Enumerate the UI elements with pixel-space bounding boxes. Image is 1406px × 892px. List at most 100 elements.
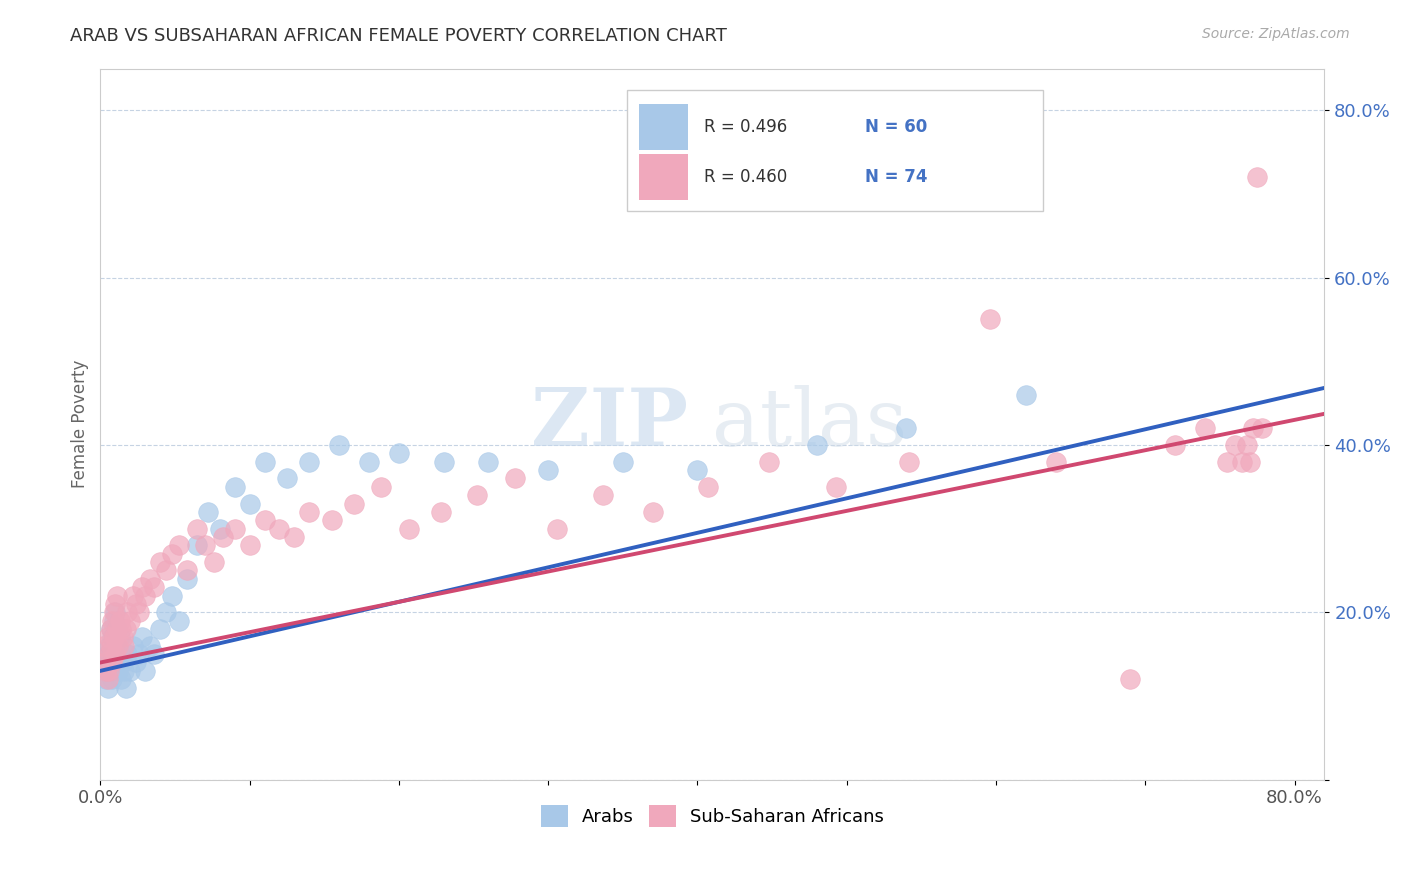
- Point: [155, 605, 177, 619]
- Point: [100, 639, 122, 653]
- Point: [343, 497, 366, 511]
- Point: [114, 681, 136, 695]
- Point: [108, 614, 131, 628]
- Point: [155, 564, 177, 578]
- Point: [176, 572, 198, 586]
- Point: [104, 605, 127, 619]
- Point: [1119, 672, 1142, 686]
- Point: [91, 639, 114, 653]
- Point: [101, 614, 124, 628]
- Point: [107, 639, 129, 653]
- Text: atlas: atlas: [713, 385, 907, 463]
- Point: [1216, 455, 1239, 469]
- Point: [111, 656, 134, 670]
- Point: [896, 421, 918, 435]
- Point: [224, 522, 246, 536]
- Point: [120, 614, 142, 628]
- Point: [103, 614, 125, 628]
- Point: [107, 656, 129, 670]
- Point: [97, 631, 120, 645]
- Point: [108, 631, 131, 645]
- Point: [149, 622, 172, 636]
- Text: ZIP: ZIP: [531, 385, 688, 463]
- Point: [104, 647, 127, 661]
- Point: [128, 605, 150, 619]
- Point: [97, 672, 120, 686]
- Point: [110, 672, 132, 686]
- Point: [806, 438, 828, 452]
- Point: [107, 664, 129, 678]
- Point: [253, 513, 276, 527]
- Point: [112, 664, 135, 678]
- Point: [898, 455, 921, 469]
- Point: [100, 656, 122, 670]
- Point: [328, 438, 350, 452]
- Point: [100, 622, 122, 636]
- Point: [208, 522, 231, 536]
- Text: Source: ZipAtlas.com: Source: ZipAtlas.com: [1202, 27, 1350, 41]
- Point: [239, 538, 262, 552]
- Point: [105, 639, 128, 653]
- Point: [134, 664, 156, 678]
- Text: ARAB VS SUBSAHARAN AFRICAN FEMALE POVERTY CORRELATION CHART: ARAB VS SUBSAHARAN AFRICAN FEMALE POVERT…: [70, 27, 727, 45]
- Point: [97, 681, 120, 695]
- Point: [94, 656, 117, 670]
- Point: [211, 530, 233, 544]
- Point: [101, 631, 124, 645]
- Point: [477, 455, 499, 469]
- Point: [1194, 421, 1216, 435]
- Point: [98, 664, 121, 678]
- Point: [1236, 438, 1258, 452]
- Point: [125, 656, 148, 670]
- Point: [122, 589, 145, 603]
- Point: [103, 605, 125, 619]
- Legend: Arabs, Sub-Saharan Africans: Arabs, Sub-Saharan Africans: [533, 798, 891, 835]
- Point: [112, 639, 135, 653]
- Point: [298, 455, 321, 469]
- Point: [169, 614, 191, 628]
- Point: [111, 631, 134, 645]
- Point: [169, 538, 191, 552]
- Point: [465, 488, 488, 502]
- Point: [115, 605, 138, 619]
- Y-axis label: Female Poverty: Female Poverty: [72, 359, 89, 488]
- Point: [433, 455, 456, 469]
- Point: [98, 647, 121, 661]
- Text: N = 60: N = 60: [865, 118, 928, 136]
- Point: [505, 471, 527, 485]
- Point: [103, 639, 125, 653]
- Point: [239, 497, 262, 511]
- Point: [104, 597, 127, 611]
- Point: [696, 480, 718, 494]
- Text: R = 0.496: R = 0.496: [704, 118, 787, 136]
- Point: [149, 555, 172, 569]
- Point: [176, 564, 198, 578]
- Point: [122, 639, 145, 653]
- Point: [758, 455, 780, 469]
- Point: [537, 463, 560, 477]
- Point: [298, 505, 321, 519]
- Point: [592, 488, 614, 502]
- Point: [101, 664, 124, 678]
- Point: [224, 480, 246, 494]
- Point: [253, 455, 276, 469]
- Point: [269, 522, 291, 536]
- Point: [101, 656, 124, 670]
- Point: [143, 580, 166, 594]
- Point: [1232, 455, 1254, 469]
- FancyBboxPatch shape: [638, 153, 688, 200]
- Point: [100, 622, 122, 636]
- Point: [120, 664, 142, 678]
- Point: [825, 480, 848, 494]
- Point: [686, 463, 709, 477]
- Point: [108, 647, 131, 661]
- Point: [105, 589, 128, 603]
- Point: [194, 538, 217, 552]
- Point: [546, 522, 568, 536]
- Point: [1223, 438, 1246, 452]
- Point: [143, 647, 166, 661]
- Point: [131, 631, 153, 645]
- Point: [388, 446, 411, 460]
- FancyBboxPatch shape: [627, 90, 1043, 211]
- Point: [97, 647, 120, 661]
